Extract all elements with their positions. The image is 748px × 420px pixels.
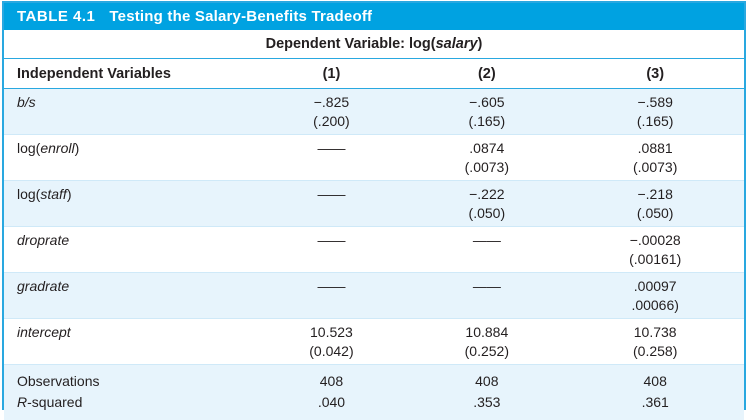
- coef-cell: .0881 (.0073): [566, 134, 744, 181]
- dependent-variable-text: Dependent Variable:: [265, 36, 410, 52]
- dependent-variable-row: Dependent Variable: log(salary): [4, 30, 744, 59]
- row-label-observations: Observations: [4, 364, 256, 391]
- coef-cell: .0874 (.0073): [407, 134, 567, 181]
- table-row-log-enroll: log(enroll) —— .0874 (.0073) .0881 (.0073): [4, 134, 744, 181]
- coef-cell: ——: [407, 272, 567, 319]
- row-label: log(staff): [4, 180, 256, 227]
- coef-cell: 10.523 (0.042): [255, 318, 408, 365]
- coef-cell: −.605 (.165): [407, 88, 567, 135]
- column-header-independent-variables: Independent Variables: [4, 58, 256, 89]
- coef-cell: ——: [407, 226, 567, 273]
- observations-cell: 408: [566, 364, 744, 391]
- table-title-bar: TABLE 4.1 Testing the Salary-Benefits Tra…: [4, 3, 744, 30]
- coef-cell: 10.738 (0.258): [566, 318, 744, 365]
- results-table: Dependent Variable: log(salary) Independ…: [4, 30, 744, 420]
- coef-cell: −.589 (.165): [566, 88, 744, 135]
- column-header-1: (1): [255, 58, 408, 89]
- coef-cell: −.218 (.050): [566, 180, 744, 227]
- table-row-bs: b/s −.825 (.200) −.605 (.165) −.589 (.165): [4, 88, 744, 135]
- coef-cell: −.825 (.200): [255, 88, 408, 135]
- coef-cell: ——: [255, 134, 408, 181]
- table-title: Testing the Salary-Benefits Tradeoff: [109, 8, 373, 25]
- observations-cell: 408: [407, 364, 567, 391]
- observations-cell: 408: [255, 364, 408, 391]
- column-header-3: (3): [566, 58, 744, 89]
- coef-cell: −.00028 (.00161): [566, 226, 744, 273]
- table-row-gradrate: gradrate —— —— .00097.00066): [4, 272, 744, 319]
- coef-cell: ——: [255, 226, 408, 273]
- row-label: b/s: [4, 88, 256, 135]
- row-label: log(enroll): [4, 134, 256, 181]
- r-squared-cell: .361: [566, 391, 744, 420]
- table-row-droprate: droprate —— —— −.00028 (.00161): [4, 226, 744, 273]
- table-row-intercept: intercept 10.523 (0.042) 10.884 (0.252) 10…: [4, 318, 744, 365]
- row-label-r-squared: R-squared: [4, 391, 256, 420]
- r-squared-cell: .040: [255, 391, 408, 420]
- table-number: TABLE 4.1: [17, 8, 96, 25]
- coef-cell: 10.884 (0.252): [407, 318, 567, 365]
- table-row-log-staff: log(staff) —— −.222 (.050) −.218 (.050): [4, 180, 744, 227]
- row-label: gradrate: [4, 272, 256, 319]
- dependent-variable-header: Dependent Variable: log(salary): [4, 30, 744, 59]
- coef-cell: ——: [255, 272, 408, 319]
- column-header-row: Independent Variables (1) (2) (3): [4, 58, 744, 89]
- column-header-2: (2): [407, 58, 567, 89]
- coef-cell: .00097.00066): [566, 272, 744, 319]
- row-label: intercept: [4, 318, 256, 365]
- table-row-r-squared: R-squared .040 .353 .361: [4, 391, 744, 420]
- r-squared-cell: .353: [407, 391, 567, 420]
- coef-cell: −.222 (.050): [407, 180, 567, 227]
- table-row-observations: Observations 408 408 408: [4, 364, 744, 391]
- coef-cell: ——: [255, 180, 408, 227]
- row-label: droprate: [4, 226, 256, 273]
